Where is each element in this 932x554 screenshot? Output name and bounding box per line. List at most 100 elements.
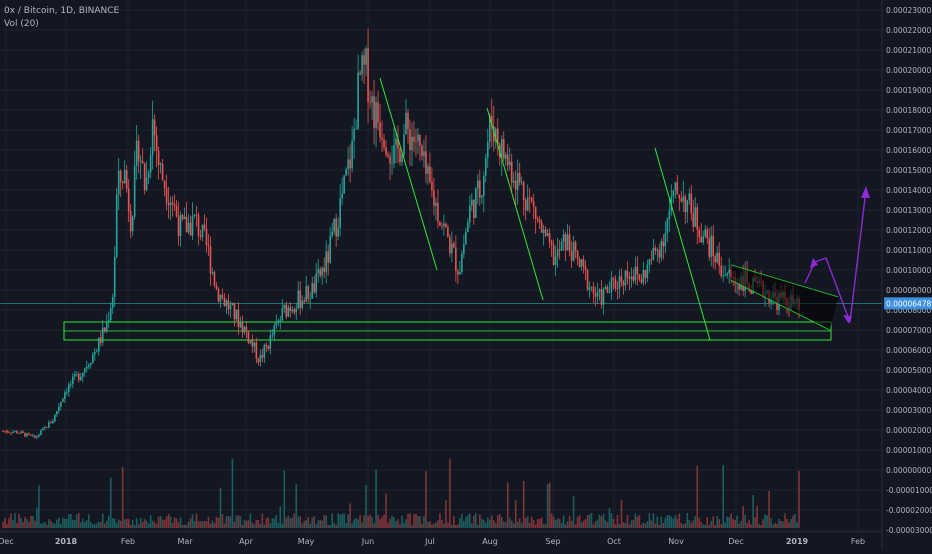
volume-bar: [746, 523, 748, 528]
candle-body: [716, 253, 718, 263]
volume-bar: [136, 518, 138, 528]
volume-bar: [669, 515, 671, 528]
volume-bar: [714, 525, 716, 528]
volume-bar: [387, 523, 389, 528]
candle-body: [617, 288, 619, 289]
y-tick-label: 0.00010000: [886, 266, 932, 275]
candle-body: [453, 243, 455, 247]
volume-bar: [738, 524, 740, 528]
volume-bar: [403, 523, 405, 528]
volume-bar: [283, 470, 285, 528]
y-tick-label: 0.00021000: [886, 46, 932, 55]
candle-body: [712, 236, 714, 256]
volume-bar: [208, 517, 210, 528]
candle-body: [423, 151, 425, 156]
volume-indicator-label[interactable]: Vol (20): [4, 19, 39, 29]
candle-body: [353, 129, 355, 141]
volume-bar: [495, 523, 497, 528]
candle-body: [266, 345, 268, 346]
volume-bar: [722, 465, 724, 528]
volume-bar: [200, 521, 202, 528]
volume-bar: [202, 521, 204, 528]
volume-bar: [156, 524, 158, 528]
volume-bar: [525, 518, 527, 528]
volume-bar: [561, 523, 563, 528]
candle-body: [627, 271, 629, 278]
volume-bar: [483, 520, 485, 528]
candle-body: [573, 242, 575, 260]
candle-body: [377, 102, 379, 122]
volume-bar: [443, 524, 445, 528]
candle-body: [403, 134, 405, 154]
candle-body: [242, 323, 244, 333]
volume-bar: [589, 515, 591, 528]
candle-body: [611, 278, 613, 292]
volume-bar: [736, 516, 738, 528]
candle-body: [254, 342, 256, 346]
volume-bar: [485, 523, 487, 528]
volume-bar: [477, 525, 479, 528]
chart-title: 0x / Bitcoin, 1D, BINANCE: [4, 6, 119, 16]
candle-body: [160, 164, 162, 165]
candle-body: [88, 365, 90, 366]
candle-body: [136, 141, 138, 166]
volume-bar: [513, 523, 515, 528]
candle-body: [166, 188, 168, 203]
volume-bar: [667, 515, 669, 528]
candle-body: [684, 196, 686, 212]
candle-body: [661, 241, 663, 257]
volume-bar: [573, 496, 575, 528]
volume-bar: [541, 517, 543, 528]
volume-bar: [523, 481, 525, 528]
y-tick-label: 0.00007000: [886, 326, 932, 335]
candle-body: [673, 191, 675, 197]
candle-body: [333, 219, 335, 232]
candle-body: [98, 338, 100, 352]
volume-bar: [595, 521, 597, 528]
candle-body: [569, 234, 571, 251]
volume-bar: [214, 523, 216, 528]
volume-bar: [353, 519, 355, 528]
volume-bar: [730, 514, 732, 528]
volume-bar: [619, 524, 621, 528]
candle-body: [361, 55, 363, 74]
volume-bar: [445, 500, 447, 528]
candle-body: [629, 277, 631, 279]
volume-bar: [122, 467, 124, 528]
candle-body: [601, 289, 603, 304]
candle-body: [315, 273, 317, 293]
candle-body: [210, 246, 212, 273]
candle-body: [692, 213, 694, 226]
volume-bar: [760, 525, 762, 528]
candle-body: [595, 294, 597, 297]
candle-body: [345, 169, 347, 175]
volume-bar: [12, 520, 14, 528]
candle-body: [307, 286, 309, 298]
last-price-label: 0.00006478: [886, 299, 932, 308]
volume-bar: [601, 516, 603, 528]
y-tick-label: 0.00006000: [886, 346, 932, 355]
volume-bar: [563, 515, 565, 528]
volume-bar: [72, 520, 74, 528]
volume-bar: [673, 519, 675, 528]
volume-bar: [499, 514, 501, 528]
candle-body: [541, 222, 543, 232]
volume-bar: [301, 524, 303, 528]
x-tick-label: Feb: [121, 537, 135, 546]
volume-bar: [545, 524, 547, 528]
volume-bar: [343, 514, 345, 528]
candle-body: [264, 345, 266, 358]
volume-bar: [196, 513, 198, 528]
candle-body: [557, 250, 559, 257]
volume-bar: [617, 515, 619, 528]
candle-body: [519, 173, 521, 183]
candle-body: [52, 421, 54, 423]
volume-bar: [293, 513, 295, 528]
candle-body: [56, 411, 58, 414]
y-tick-label: 0.00013000: [886, 206, 932, 215]
volume-bar: [623, 522, 625, 528]
x-tick-label: Sep: [545, 537, 560, 546]
volume-bar: [307, 517, 309, 528]
